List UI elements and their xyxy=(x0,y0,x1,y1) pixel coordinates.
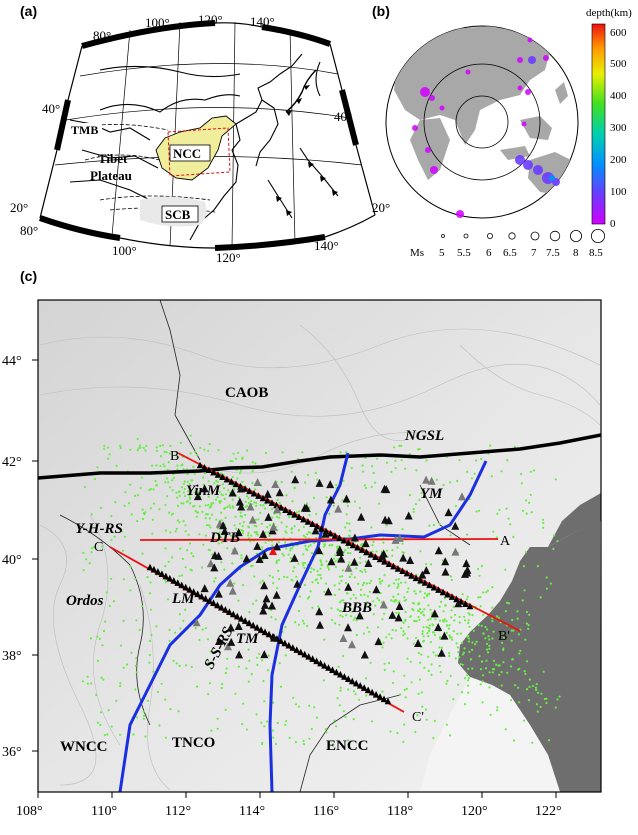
profile-c-end: C' xyxy=(412,710,424,725)
label-ncc: NCC xyxy=(173,146,201,161)
ms-6.5: 6.5 xyxy=(503,247,517,259)
label-yinm: YinM xyxy=(186,483,221,499)
cb-tick-600: 600 xyxy=(610,27,627,39)
label-caob: CAOB xyxy=(225,385,268,401)
cb-tick-500: 500 xyxy=(610,58,627,70)
panel-a-label: (a) xyxy=(20,3,38,19)
y-tick-36: 36° xyxy=(2,745,22,760)
x-tick-110: 110° xyxy=(91,804,117,819)
label-bbb: BBB xyxy=(341,600,372,616)
label-plateau: Plateau xyxy=(90,168,132,183)
panel-b-label: (b) xyxy=(372,3,390,19)
label-tibet: Tibet xyxy=(98,151,128,166)
x-tick-112: 112° xyxy=(165,804,191,819)
lon-bottom-80: 80° xyxy=(20,223,38,238)
cb-tick-0: 0 xyxy=(610,218,616,230)
y-tick-44: 44° xyxy=(2,354,22,369)
lon-top-140: 140° xyxy=(250,14,275,29)
label-ngsl: NGSL xyxy=(404,428,444,444)
x-tick-114: 114° xyxy=(239,804,265,819)
lat-left-20: 20° xyxy=(10,200,28,215)
label-tnco: TNCO xyxy=(172,735,215,751)
label-ordos: Ordos xyxy=(66,593,104,609)
ms-5.5: 5.5 xyxy=(457,247,471,259)
label-tm: TM xyxy=(236,631,259,647)
lon-top-120: 120° xyxy=(198,12,223,27)
panel-c-map: 108° 110° 112° 114° 116° 118° 120° 122° … xyxy=(2,299,602,819)
y-tick-40: 40° xyxy=(2,553,22,568)
ms-5: 5 xyxy=(439,247,445,259)
cb-tick-400: 400 xyxy=(610,90,627,102)
y-tick-42: 42° xyxy=(2,455,22,470)
x-tick-120: 120° xyxy=(461,804,488,819)
x-tick-118: 118° xyxy=(387,804,413,819)
label-wncc: WNCC xyxy=(60,739,108,755)
label-tmb: TMB xyxy=(71,123,98,137)
ms-6: 6 xyxy=(486,247,492,259)
x-tick-116: 116° xyxy=(313,804,339,819)
label-encc: ENCC xyxy=(326,738,369,754)
lon-bottom-120: 120° xyxy=(216,250,241,265)
lon-top-80: 80° xyxy=(93,28,111,43)
profile-c-start: C xyxy=(94,540,103,555)
x-tick-122: 122° xyxy=(535,804,562,819)
profile-b-end: B' xyxy=(498,629,510,644)
ms-7: 7 xyxy=(531,247,537,259)
label-ym: YM xyxy=(420,486,443,502)
ms-label: Ms xyxy=(410,247,424,259)
lon-bottom-100: 100° xyxy=(112,243,137,258)
cb-tick-300: 300 xyxy=(610,122,627,134)
ms-8.5: 8.5 xyxy=(589,247,603,259)
panel-a-map: 80° 100° 120° 140° 80° 100° 120° 140° 40… xyxy=(10,12,390,265)
lon-bottom-140: 140° xyxy=(314,238,339,253)
profile-b-start: B xyxy=(170,449,179,464)
ms-8: 8 xyxy=(573,247,579,259)
profile-a-end: A xyxy=(500,534,511,549)
label-lm: LM xyxy=(171,591,195,607)
lon-top-100: 100° xyxy=(145,15,170,30)
panel-b-event-map: depth(km) 600 500 400 300 200 100 0 Ms 5… xyxy=(385,7,632,259)
colorbar-title: depth(km) xyxy=(586,7,632,19)
label-scb: SCB xyxy=(165,207,191,222)
lat-right-40: 40° xyxy=(334,109,352,124)
lat-left-40: 40° xyxy=(42,101,60,116)
cb-tick-100: 100 xyxy=(610,186,627,198)
y-tick-38: 38° xyxy=(2,649,22,664)
depth-colorbar xyxy=(591,23,606,225)
x-tick-108: 108° xyxy=(16,804,43,819)
lat-right-20: 20° xyxy=(372,200,390,215)
panel-c-label: (c) xyxy=(20,268,38,284)
cb-tick-200: 200 xyxy=(610,154,627,166)
label-yhrs: Y-H-RS xyxy=(75,521,123,537)
ms-7.5: 7.5 xyxy=(546,247,560,259)
label-dtb: DTB xyxy=(209,530,240,546)
